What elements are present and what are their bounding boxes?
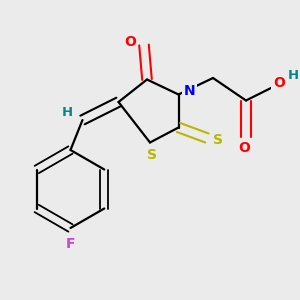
- Text: O: O: [124, 35, 136, 49]
- Text: H: H: [62, 106, 73, 119]
- Text: S: S: [146, 148, 157, 162]
- Text: N: N: [184, 85, 196, 98]
- Text: H: H: [288, 69, 299, 82]
- Text: F: F: [66, 238, 75, 251]
- Text: O: O: [238, 141, 250, 155]
- Text: O: O: [273, 76, 285, 90]
- Text: S: S: [212, 133, 223, 146]
